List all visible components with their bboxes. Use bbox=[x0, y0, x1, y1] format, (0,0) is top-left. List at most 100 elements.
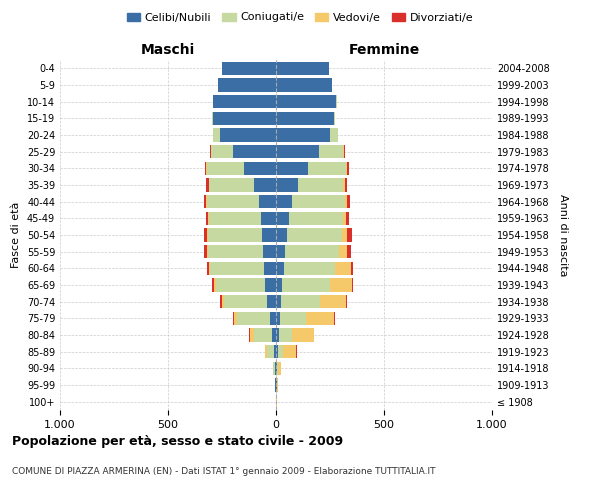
Bar bbox=[206, 178, 209, 192]
Text: Popolazione per età, sesso e stato civile - 2009: Popolazione per età, sesso e stato civil… bbox=[12, 435, 343, 448]
Bar bbox=[330, 278, 352, 291]
Bar bbox=[347, 228, 352, 241]
Bar bbox=[207, 195, 259, 208]
Bar bbox=[208, 228, 262, 241]
Bar bbox=[298, 178, 343, 192]
Bar bbox=[284, 262, 335, 275]
Bar bbox=[250, 328, 254, 342]
Bar bbox=[234, 312, 237, 325]
Bar bbox=[334, 112, 335, 125]
Bar bbox=[263, 245, 276, 258]
Bar bbox=[276, 195, 292, 208]
Bar bbox=[203, 228, 207, 241]
Bar bbox=[276, 95, 337, 108]
Bar bbox=[207, 228, 208, 241]
Bar bbox=[276, 312, 280, 325]
Bar bbox=[343, 145, 344, 158]
Legend: Celibi/Nubili, Coniugati/e, Vedovi/e, Divorziati/e: Celibi/Nubili, Coniugati/e, Vedovi/e, Di… bbox=[122, 8, 478, 27]
Bar bbox=[334, 312, 335, 325]
Bar bbox=[346, 162, 347, 175]
Bar bbox=[214, 112, 276, 125]
Bar bbox=[261, 212, 276, 225]
Bar bbox=[292, 195, 345, 208]
Bar bbox=[276, 145, 319, 158]
Bar bbox=[208, 212, 209, 225]
Bar bbox=[278, 362, 281, 375]
Bar bbox=[350, 262, 353, 275]
Bar bbox=[272, 328, 276, 342]
Bar bbox=[262, 228, 276, 241]
Bar bbox=[283, 278, 330, 291]
Bar bbox=[308, 162, 346, 175]
Bar bbox=[214, 128, 220, 141]
Bar bbox=[208, 245, 263, 258]
Bar bbox=[347, 245, 350, 258]
Bar bbox=[212, 112, 214, 125]
Bar bbox=[212, 278, 214, 291]
Bar bbox=[280, 312, 306, 325]
Bar bbox=[214, 95, 276, 108]
Bar bbox=[276, 345, 278, 358]
Bar bbox=[210, 262, 264, 275]
Bar bbox=[205, 162, 206, 175]
Bar bbox=[218, 78, 276, 92]
Bar bbox=[292, 328, 314, 342]
Bar bbox=[214, 278, 215, 291]
Bar bbox=[259, 195, 276, 208]
Bar bbox=[278, 345, 283, 358]
Bar bbox=[347, 162, 349, 175]
Bar bbox=[209, 262, 210, 275]
Bar bbox=[284, 245, 338, 258]
Bar bbox=[338, 245, 347, 258]
Bar bbox=[276, 162, 308, 175]
Bar bbox=[206, 212, 208, 225]
Bar bbox=[209, 145, 211, 158]
Bar bbox=[276, 212, 289, 225]
Bar bbox=[343, 212, 346, 225]
Bar bbox=[344, 178, 347, 192]
Bar bbox=[264, 262, 276, 275]
Bar bbox=[289, 212, 343, 225]
Bar bbox=[276, 78, 332, 92]
Bar bbox=[279, 328, 292, 342]
Bar bbox=[207, 245, 208, 258]
Bar bbox=[276, 362, 277, 375]
Bar bbox=[276, 228, 287, 241]
Bar bbox=[203, 245, 207, 258]
Text: Maschi: Maschi bbox=[141, 42, 195, 56]
Bar bbox=[254, 328, 272, 342]
Bar bbox=[254, 178, 276, 192]
Bar bbox=[343, 178, 344, 192]
Bar bbox=[207, 162, 244, 175]
Bar bbox=[276, 295, 281, 308]
Bar bbox=[211, 145, 233, 158]
Bar bbox=[276, 128, 330, 141]
Bar bbox=[268, 345, 274, 358]
Bar bbox=[275, 362, 276, 375]
Bar bbox=[342, 228, 347, 241]
Bar bbox=[287, 228, 342, 241]
Bar bbox=[209, 178, 254, 192]
Bar bbox=[233, 312, 234, 325]
Bar bbox=[220, 128, 276, 141]
Bar bbox=[346, 295, 347, 308]
Bar bbox=[224, 295, 268, 308]
Bar bbox=[330, 128, 338, 141]
Text: COMUNE DI PIAZZA ARMERINA (EN) - Dati ISTAT 1° gennaio 2009 - Elaborazione TUTTI: COMUNE DI PIAZZA ARMERINA (EN) - Dati IS… bbox=[12, 468, 436, 476]
Bar bbox=[207, 262, 209, 275]
Bar bbox=[276, 245, 284, 258]
Y-axis label: Fasce di età: Fasce di età bbox=[11, 202, 21, 268]
Bar bbox=[352, 278, 353, 291]
Bar bbox=[346, 212, 349, 225]
Bar bbox=[209, 212, 261, 225]
Bar bbox=[273, 362, 275, 375]
Bar bbox=[215, 278, 265, 291]
Bar bbox=[277, 362, 278, 375]
Bar bbox=[319, 145, 343, 158]
Bar bbox=[277, 378, 278, 392]
Bar bbox=[269, 312, 276, 325]
Bar bbox=[276, 278, 283, 291]
Bar bbox=[244, 162, 276, 175]
Bar bbox=[237, 312, 269, 325]
Bar bbox=[233, 145, 276, 158]
